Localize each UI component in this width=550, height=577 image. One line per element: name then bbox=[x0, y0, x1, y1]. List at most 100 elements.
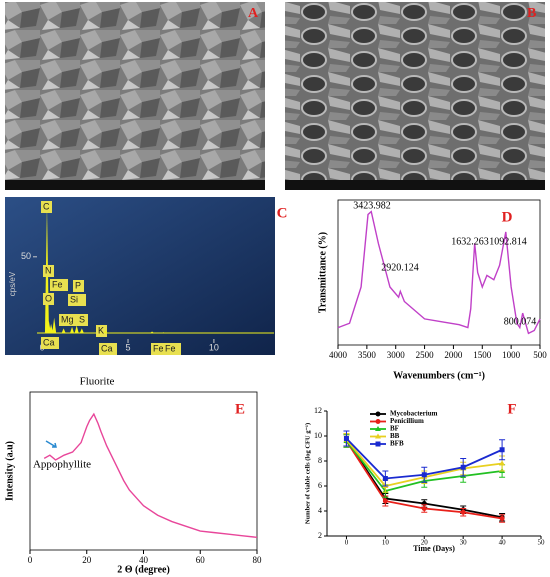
x-tick-label: 5 bbox=[126, 342, 131, 352]
marker bbox=[375, 411, 381, 417]
panel-label: B bbox=[527, 6, 536, 21]
peak-label: Ca bbox=[101, 343, 113, 353]
x-tick-label: 0 bbox=[28, 555, 33, 565]
peak-label-box bbox=[43, 293, 54, 305]
x-tick-label: 10 bbox=[382, 539, 390, 547]
peak-label-box bbox=[50, 279, 68, 291]
peak-label: K bbox=[98, 325, 104, 335]
peak-label: C bbox=[43, 201, 50, 211]
peak-label-box bbox=[73, 280, 84, 292]
legend-label: Mycobacterium bbox=[390, 410, 438, 418]
peak bbox=[49, 323, 54, 333]
peak-label-box bbox=[99, 343, 117, 355]
peak-label-box bbox=[41, 337, 59, 349]
marker bbox=[375, 433, 381, 439]
x-tick-label: 4000 bbox=[329, 350, 348, 360]
marker bbox=[382, 476, 388, 481]
data-line bbox=[43, 412, 258, 539]
x-tick-label: 30 bbox=[460, 539, 468, 547]
x-tick-label: 60 bbox=[196, 555, 206, 565]
peak-label-box bbox=[41, 201, 52, 213]
marker bbox=[375, 441, 381, 447]
marker bbox=[421, 506, 427, 511]
x-tick-label: 50 bbox=[538, 539, 546, 547]
peak bbox=[79, 328, 84, 333]
peak bbox=[150, 331, 155, 333]
peak-label: Fe bbox=[52, 279, 63, 289]
peak-label: P bbox=[75, 280, 81, 290]
peak bbox=[74, 325, 79, 333]
y-tick-label: 10 bbox=[314, 431, 322, 440]
x-axis-label: 2 Θ (degree) bbox=[117, 564, 170, 575]
legend-label: Penicillium bbox=[390, 417, 424, 425]
marker bbox=[499, 460, 506, 466]
legend-label: BB bbox=[390, 432, 400, 440]
peak-label: Si bbox=[70, 294, 78, 304]
peak-label-box bbox=[68, 294, 86, 306]
y-tick-label: 50 bbox=[21, 251, 31, 261]
sem-image bbox=[5, 2, 265, 190]
panel-label: A bbox=[248, 6, 259, 21]
y-axis-label: cps/eV bbox=[8, 271, 17, 296]
x-tick-label: 3500 bbox=[358, 350, 377, 360]
marker bbox=[382, 498, 388, 504]
panel-label: E bbox=[235, 401, 245, 417]
peak-label: Fe bbox=[153, 343, 164, 353]
peak bbox=[61, 328, 66, 333]
annotation: 2920.124 bbox=[381, 262, 419, 273]
x-tick-label: 2000 bbox=[444, 350, 463, 360]
annotation: Fluorite bbox=[80, 376, 115, 388]
peak bbox=[45, 328, 50, 333]
data-line bbox=[337, 210, 541, 335]
peak bbox=[161, 332, 166, 333]
scale-strip bbox=[285, 180, 545, 190]
annotation: 800.074 bbox=[504, 316, 537, 327]
annotation: 1092.814 bbox=[489, 236, 527, 247]
x-axis-label: Time (Days) bbox=[413, 544, 455, 553]
scale-strip bbox=[5, 180, 265, 190]
sem-image bbox=[285, 2, 545, 190]
y-axis-label: Number of viable cells (log CFU g⁻¹) bbox=[304, 423, 311, 524]
peak-label: N bbox=[45, 265, 52, 275]
y-tick-label: 2 bbox=[318, 531, 322, 540]
panel-label: F bbox=[507, 401, 516, 417]
marker bbox=[375, 426, 381, 431]
y-tick-label: 12 bbox=[314, 406, 322, 415]
y-tick-label: 4 bbox=[318, 506, 322, 515]
marker bbox=[460, 509, 466, 515]
peak-label: Fe bbox=[165, 343, 176, 353]
plot-frame bbox=[337, 199, 541, 346]
x-tick-label: 20 bbox=[421, 539, 429, 547]
peak bbox=[52, 317, 57, 333]
x-tick-label: 1000 bbox=[502, 350, 521, 360]
annotation-arrow bbox=[45, 440, 57, 448]
x-tick-label: 80 bbox=[253, 555, 263, 565]
x-tick-label: 20 bbox=[82, 555, 92, 565]
y-axis-label: Intensity (a.u) bbox=[4, 441, 15, 501]
x-tick-label: 40 bbox=[139, 555, 149, 565]
panel-label: D bbox=[502, 209, 513, 225]
panel-label: C bbox=[277, 205, 288, 221]
y-tick-label: 6 bbox=[318, 481, 322, 490]
x-tick-label: 1500 bbox=[473, 350, 492, 360]
x-tick-label: 10 bbox=[209, 342, 219, 352]
annotation: 3423.982 bbox=[353, 200, 391, 211]
plot-frame bbox=[29, 391, 258, 551]
annotation: Appophyllite bbox=[33, 459, 91, 471]
x-tick-label: 3000 bbox=[387, 350, 406, 360]
marker bbox=[460, 464, 466, 470]
peak bbox=[103, 330, 108, 333]
peak-label: S bbox=[79, 314, 85, 324]
peak-label-box bbox=[59, 314, 77, 326]
x-tick-label: 40 bbox=[499, 539, 507, 547]
x-tick-label: 2500 bbox=[416, 350, 435, 360]
x-tick-label: 500 bbox=[533, 350, 547, 360]
marker bbox=[375, 419, 381, 424]
x-axis-label: Wavenumbers (cm⁻¹) bbox=[393, 370, 485, 381]
peak-label-box bbox=[96, 325, 107, 337]
peak-label-box bbox=[77, 314, 88, 326]
legend-label: BFB bbox=[390, 440, 404, 448]
marker bbox=[343, 436, 349, 441]
peak-label-box bbox=[163, 343, 181, 355]
